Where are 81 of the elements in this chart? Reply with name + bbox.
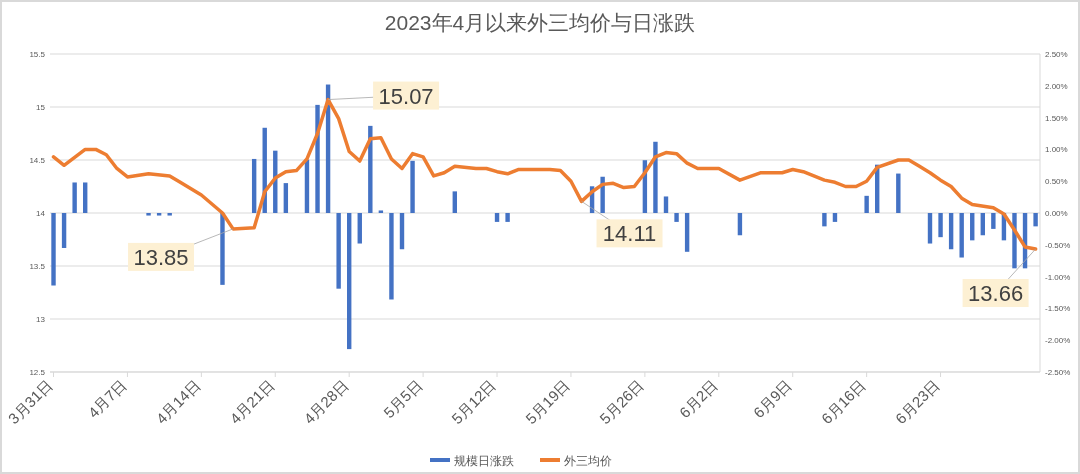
bar: [684, 213, 690, 252]
x-tick-label: 5月19日: [522, 376, 574, 428]
bar: [1033, 213, 1038, 227]
bar: [663, 196, 669, 213]
y2-tick-label: -2.00%: [1045, 336, 1071, 346]
x-tick-label: 4月28日: [300, 376, 352, 428]
bar: [822, 213, 827, 227]
bar: [737, 213, 743, 236]
x-tick-label: 3月31日: [4, 376, 56, 428]
bar: [368, 125, 373, 213]
bar: [980, 213, 985, 236]
y2-tick-label: -1.00%: [1045, 272, 1071, 282]
legend-label: 规模日涨跌: [454, 454, 514, 468]
bar: [896, 173, 901, 213]
y2-tick-label: -0.50%: [1045, 240, 1071, 250]
bar: [991, 213, 996, 229]
data-label: 13.85: [128, 228, 234, 271]
bar: [72, 182, 77, 213]
bar: [347, 213, 352, 350]
bar: [51, 213, 56, 286]
bar: [410, 160, 415, 213]
y2-tick-label: 1.00%: [1045, 145, 1068, 155]
data-label: 15.07: [378, 83, 434, 109]
y-tick-label: 13.5: [29, 262, 46, 271]
x-tick-label: 6月2日: [675, 376, 721, 422]
data-label: 14.11: [581, 200, 663, 248]
y-tick-label: 14.5: [29, 156, 46, 165]
y2-tick-label: 0.00%: [1045, 209, 1068, 218]
data-label: 14.11: [602, 221, 657, 247]
bar: [674, 213, 679, 222]
y-tick-label: 15: [36, 103, 46, 112]
x-tick-label: 6月16日: [817, 376, 869, 428]
bar: [653, 141, 658, 213]
bar: [970, 213, 975, 241]
y2-tick-label: 0.50%: [1045, 177, 1068, 187]
y2-tick-label: -1.50%: [1045, 304, 1071, 314]
bar: [832, 213, 838, 222]
y-tick-label: 15.5: [29, 50, 46, 59]
bar: [378, 210, 384, 213]
bar: [83, 182, 88, 213]
bar: [357, 213, 362, 244]
bar: [156, 213, 162, 216]
x-tick-label: 4月14日: [152, 376, 204, 428]
bar: [494, 213, 500, 222]
legend-label: 外三均价: [564, 454, 612, 468]
x-tick-label: 5月26日: [596, 376, 647, 428]
bar: [146, 213, 151, 216]
data-label: 13.85: [133, 244, 189, 270]
bar: [938, 213, 943, 238]
bar: [220, 213, 225, 285]
bar: [927, 213, 933, 244]
y-tick-label: 14: [36, 209, 46, 218]
chart-title: 2023年4月以来外三均价与日涨跌: [384, 11, 696, 34]
bar: [315, 104, 320, 213]
bar: [61, 213, 67, 248]
y2-tick-label: -2.50%: [1045, 368, 1071, 377]
y2-tick-label: 2.00%: [1045, 81, 1068, 91]
y2-tick-label: 2.50%: [1045, 50, 1068, 59]
x-tick-label: 4月21日: [226, 376, 278, 428]
x-tick-label: 4月7日: [84, 376, 130, 422]
x-tick-label: 5月5日: [380, 376, 426, 422]
x-tick-label: 6月23日: [891, 376, 943, 428]
bar: [167, 213, 172, 216]
x-tick-label: 6月9日: [749, 376, 795, 422]
bar: [864, 195, 869, 213]
bar: [283, 183, 289, 213]
bar: [505, 213, 510, 222]
data-label: 15.07: [327, 81, 440, 110]
bar: [251, 158, 257, 213]
bar: [336, 213, 341, 289]
bar: [959, 213, 964, 258]
data-label: 13.66: [962, 248, 1036, 308]
bar: [389, 213, 394, 300]
y-tick-label: 13: [36, 315, 46, 324]
x-tick-label: 5月12日: [448, 376, 500, 428]
data-label: 13.66: [968, 281, 1024, 307]
y2-tick-label: 1.50%: [1045, 113, 1068, 123]
bar: [948, 213, 954, 250]
y-tick-label: 12.5: [29, 368, 46, 377]
bar: [399, 213, 405, 250]
bar: [452, 191, 457, 213]
